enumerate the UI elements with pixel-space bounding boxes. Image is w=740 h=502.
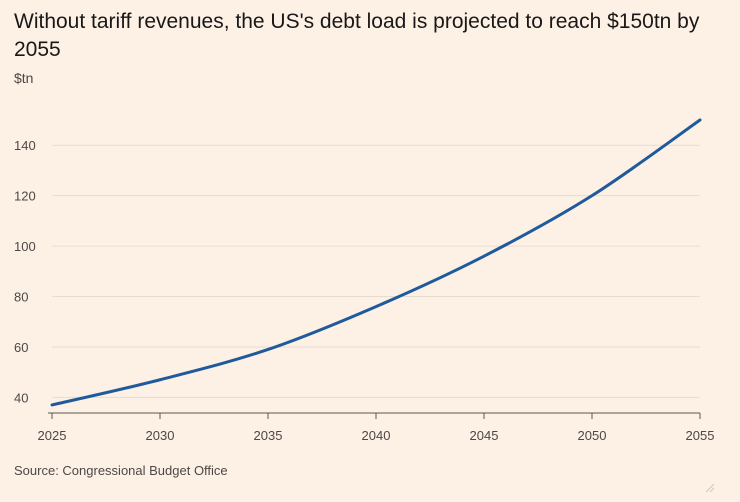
x-tick-label: 2040 — [362, 428, 391, 443]
series-layer — [50, 118, 702, 407]
x-tick-label: 2045 — [470, 428, 499, 443]
y-tick-label: 100 — [14, 239, 36, 254]
x-tick-label: 2025 — [38, 428, 67, 443]
y-axis-unit-label: $tn — [14, 70, 34, 86]
y-tick-label: 60 — [14, 340, 28, 355]
source-note: Source: Congressional Budget Office — [14, 463, 228, 478]
x-axis-tick-labels: 2025 2030 2035 2040 2045 2050 2055 — [38, 413, 715, 443]
y-tick-label: 40 — [14, 390, 28, 405]
y-tick-label: 80 — [14, 290, 28, 305]
x-tick-label: 2035 — [254, 428, 283, 443]
chart-title: Without tariff revenues, the US's debt l… — [14, 10, 700, 61]
y-tick-label: 120 — [14, 189, 36, 204]
y-axis-tick-labels: 40 60 80 100 120 140 — [14, 138, 36, 405]
x-tick-label: 2050 — [578, 428, 607, 443]
resize-grip-icon — [705, 483, 714, 492]
x-tick-label: 2055 — [686, 428, 715, 443]
y-tick-label: 140 — [14, 138, 36, 153]
series-line — [50, 118, 702, 407]
x-tick-label: 2030 — [146, 428, 175, 443]
grid-lines — [52, 144, 700, 398]
